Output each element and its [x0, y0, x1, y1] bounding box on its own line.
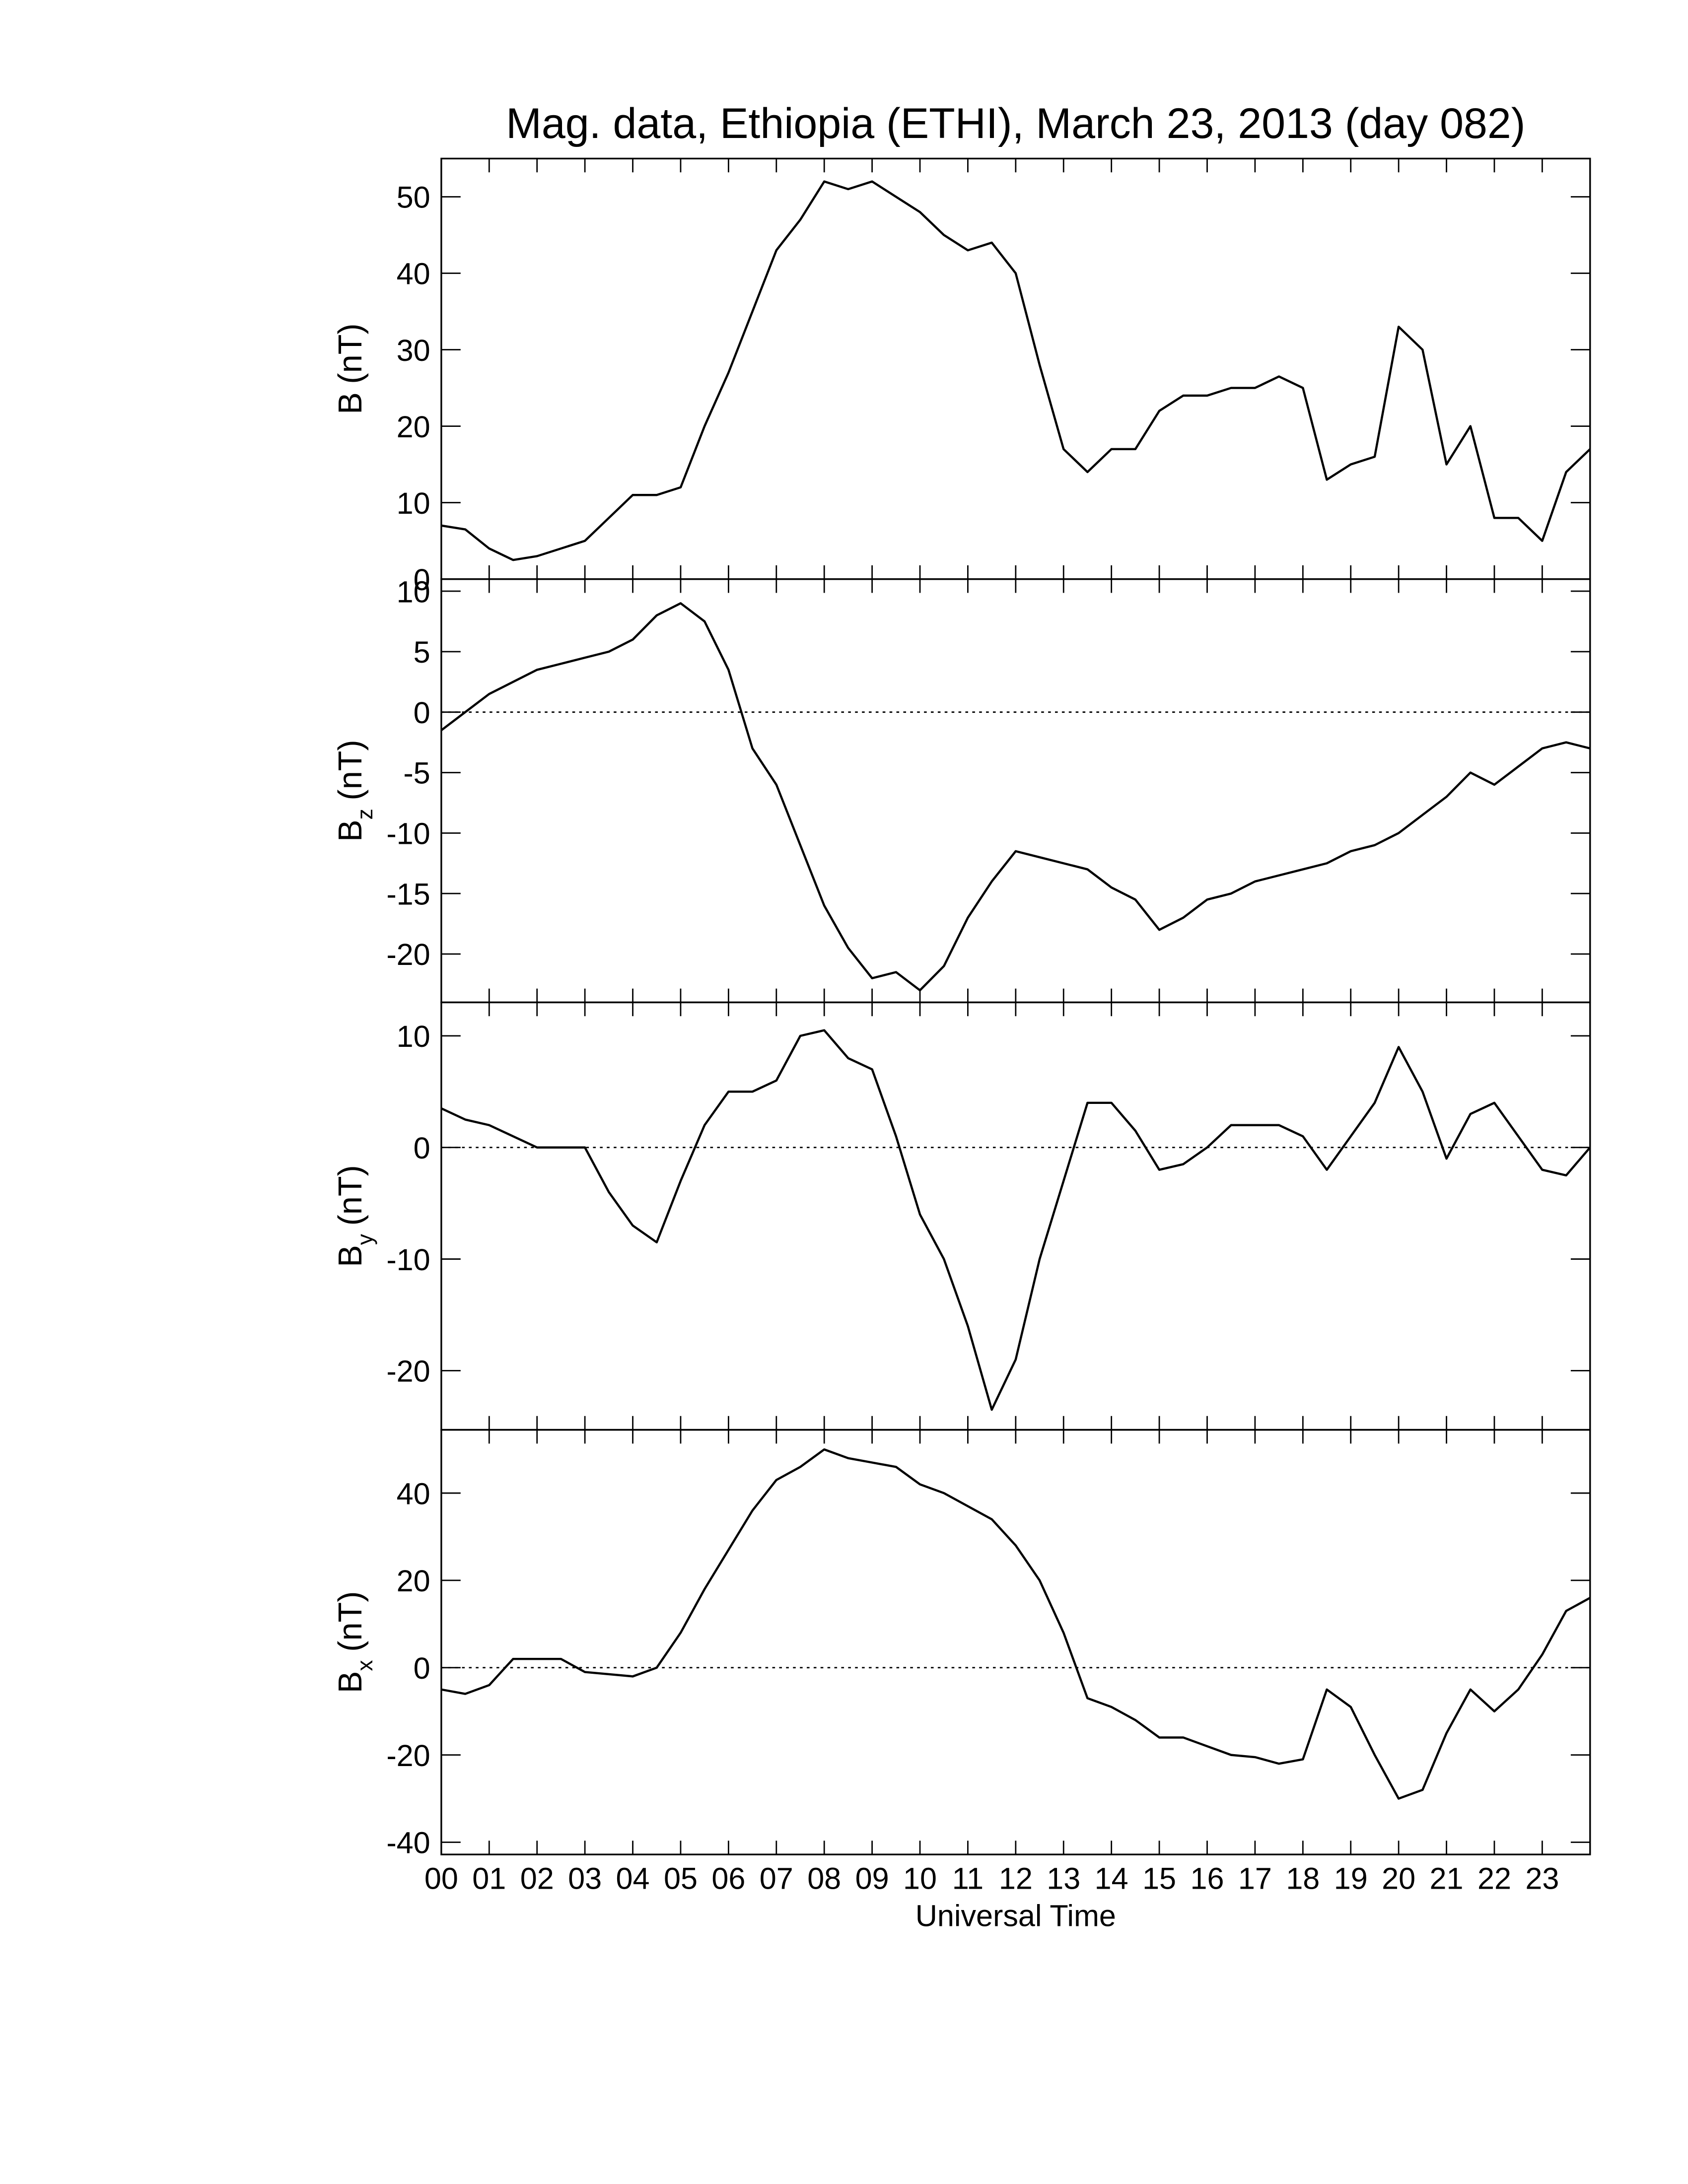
y-label-sub: y [353, 1233, 377, 1245]
y-tick-label: 20 [397, 1564, 430, 1598]
y-tick-label: 0 [414, 696, 430, 730]
y-axis-label: Bx (nT) [332, 1591, 377, 1694]
y-tick-label: 5 [414, 635, 430, 669]
x-tick-label: 03 [568, 1862, 602, 1896]
y-label-main: B [332, 1671, 369, 1693]
x-tick-label: 06 [711, 1862, 745, 1896]
x-tick-label: 16 [1190, 1862, 1224, 1896]
y-label-unit: (nT) [332, 1591, 369, 1652]
plot-frame [440, 1001, 1591, 1431]
y-tick-label: 0 [414, 563, 430, 597]
x-tick-label: 04 [616, 1862, 650, 1896]
y-label-unit: (nT) [332, 323, 369, 384]
x-tick-label: 17 [1238, 1862, 1272, 1896]
data-line [441, 180, 1591, 561]
y-label-main: B [332, 819, 369, 841]
y-label-sub: z [353, 809, 377, 819]
x-tick-label: 23 [1525, 1862, 1559, 1896]
y-tick-label: 0 [414, 1131, 430, 1165]
y-tick-label: 20 [397, 410, 430, 444]
x-tick-label: 13 [1047, 1862, 1080, 1896]
chart-title: Mag. data, Ethiopia (ETHI), March 23, 20… [506, 100, 1525, 147]
y-tick-label: -40 [386, 1826, 430, 1860]
y-axis-label: B (nT) [332, 323, 369, 414]
data-line [440, 602, 1591, 992]
y-label-unit: (nT) [332, 740, 369, 800]
x-tick-label: 05 [664, 1862, 698, 1896]
x-tick-label: 21 [1430, 1862, 1464, 1896]
x-tick-label: 02 [520, 1862, 554, 1896]
x-tick-label: 15 [1142, 1862, 1176, 1896]
x-axis-label: Universal Time [915, 1899, 1116, 1933]
y-tick-label: -20 [386, 1355, 430, 1388]
data-line [440, 1029, 1591, 1411]
y-tick-label: -10 [386, 1243, 430, 1277]
y-tick-label: 10 [397, 1020, 430, 1053]
y-label-sub: x [353, 1660, 377, 1671]
x-tick-label: 10 [903, 1862, 937, 1896]
y-tick-label: -20 [386, 1739, 430, 1773]
plot-frame [440, 578, 1591, 1004]
x-tick-label: 19 [1334, 1862, 1368, 1896]
y-tick-label: -5 [403, 756, 430, 790]
x-tick-label: 11 [952, 1862, 984, 1896]
y-tick-label: 10 [397, 575, 430, 609]
y-tick-label: -15 [386, 877, 430, 911]
y-label-main: B [332, 1245, 369, 1267]
x-tick-label: 01 [472, 1862, 506, 1896]
y-tick-label: 30 [397, 334, 430, 367]
y-tick-label: 40 [397, 257, 430, 291]
x-tick-label: 12 [999, 1862, 1033, 1896]
y-tick-label: 10 [397, 486, 430, 520]
x-tick-label: 07 [760, 1862, 793, 1896]
x-tick-label: 14 [1095, 1862, 1128, 1896]
y-tick-label: 40 [397, 1477, 430, 1510]
plot-frame [440, 157, 1591, 580]
y-label-unit: (nT) [332, 1165, 369, 1226]
y-axis-label: By (nT) [332, 1165, 377, 1267]
x-tick-label: 18 [1286, 1862, 1320, 1896]
x-tick-label: 09 [855, 1862, 889, 1896]
y-tick-label: 0 [414, 1651, 430, 1685]
y-axis-label: Bz (nT) [332, 740, 377, 842]
x-tick-label: 22 [1477, 1862, 1511, 1896]
y-tick-label: 50 [397, 181, 430, 214]
x-tick-label: 08 [807, 1862, 841, 1896]
y-tick-label: -10 [386, 817, 430, 851]
y-tick-label: -20 [386, 938, 430, 971]
y-label-main: B [332, 392, 369, 414]
data-line [441, 1448, 1591, 1800]
x-tick-label: 00 [424, 1862, 458, 1896]
x-tick-label: 20 [1382, 1862, 1415, 1896]
